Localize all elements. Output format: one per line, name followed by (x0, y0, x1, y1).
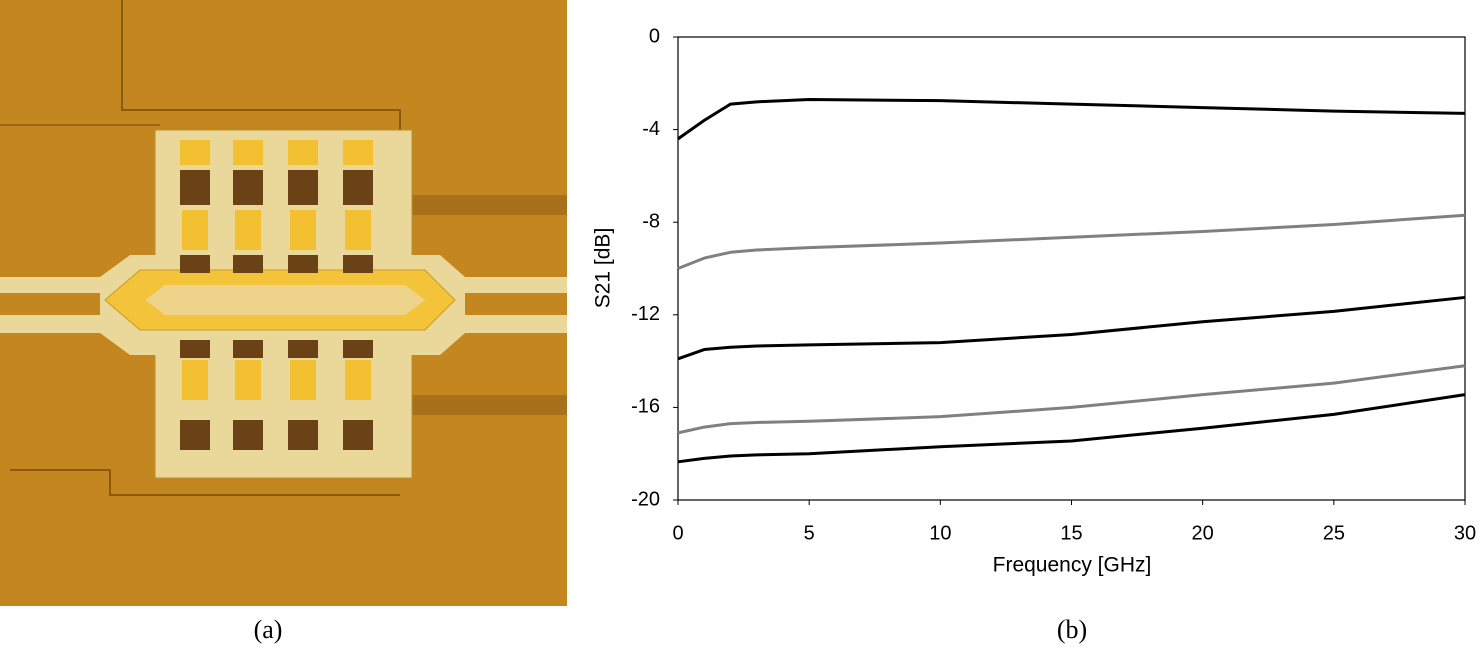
x-tick-label: 20 (1192, 522, 1214, 544)
y-axis-label: S21 [dB] (592, 228, 615, 309)
series-line (677, 213, 1466, 270)
x-tick-label: 0 (672, 522, 683, 544)
y-tick-label: -16 (631, 396, 660, 418)
chart-caption: (b) (1057, 615, 1087, 644)
x-tick-label: 30 (1454, 522, 1476, 544)
x-tick-label: 5 (804, 522, 815, 544)
x-tick-label: 10 (929, 522, 951, 544)
x-tick-label: 15 (1060, 522, 1082, 544)
chip-micrograph (0, 0, 567, 606)
series-line (677, 295, 1466, 361)
x-tick-label: 25 (1323, 522, 1345, 544)
x-axis-label: Frequency [GHz] (993, 554, 1152, 577)
image-caption: (a) (254, 615, 283, 644)
y-tick-label: -20 (631, 488, 660, 510)
y-tick-label: 0 (649, 25, 660, 47)
series-line (677, 364, 1466, 435)
y-tick-label: -4 (642, 118, 660, 140)
y-tick-label: -12 (631, 303, 660, 325)
plot-frame (677, 36, 1466, 501)
y-tick-label: -8 (642, 210, 660, 232)
series-line (677, 98, 1466, 141)
series-line (677, 393, 1466, 464)
